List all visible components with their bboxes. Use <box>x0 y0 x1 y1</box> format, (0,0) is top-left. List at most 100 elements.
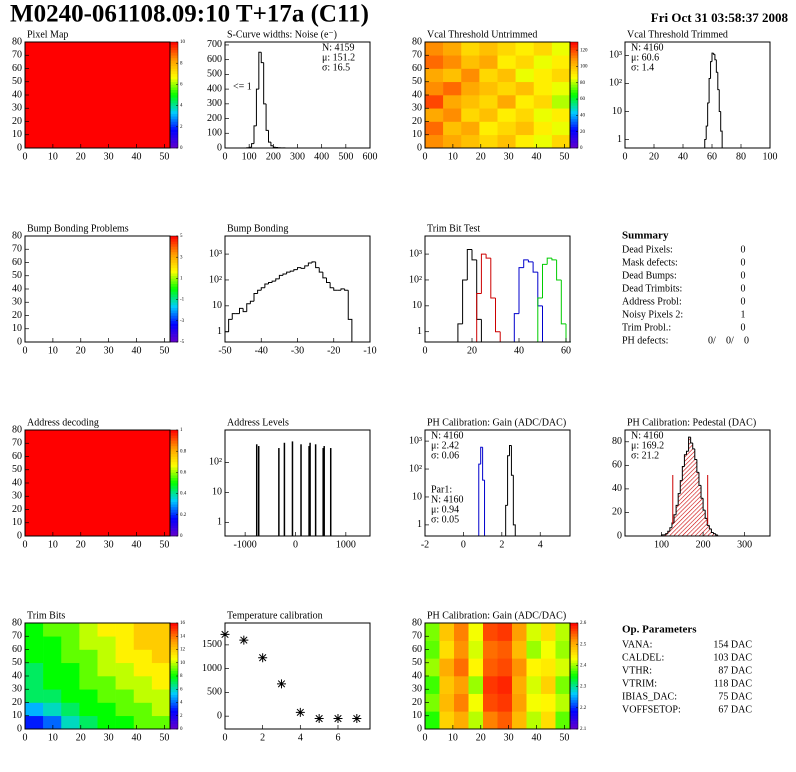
palette-step <box>170 636 178 640</box>
y-tick-label: 10³ <box>209 248 222 259</box>
bin-fill <box>661 534 664 536</box>
histogram-bin <box>242 308 247 313</box>
y-tick-label: 30 <box>12 491 22 502</box>
palette-step <box>570 116 578 120</box>
histogram-bin <box>253 292 258 302</box>
palette-step <box>570 662 578 666</box>
palette-step <box>170 273 178 277</box>
stats-text: μ: 2.42 <box>431 440 459 451</box>
x-tick-label: 60 <box>561 345 571 356</box>
y-tick-label: 80 <box>12 617 22 628</box>
plot-frame <box>224 622 371 730</box>
heatmap-cell <box>425 676 440 694</box>
palette-step <box>170 140 178 143</box>
palette-step <box>570 79 578 83</box>
bin-fill <box>692 448 695 536</box>
heatmap-cell <box>461 55 480 69</box>
stats-text: σ: 21.2 <box>631 450 659 461</box>
histogram-bin <box>307 262 312 266</box>
heatmap-cell <box>468 711 484 730</box>
x-tick-label: 40 <box>532 151 542 162</box>
bin-fill <box>669 527 672 536</box>
x-tick-label: 30 <box>104 345 114 356</box>
palette-step <box>570 142 578 146</box>
palette-step <box>170 79 178 83</box>
histogram-bin <box>718 89 721 112</box>
histogram-bin <box>251 143 254 148</box>
palette-step <box>570 623 578 626</box>
palette-step <box>170 488 178 492</box>
heatmap-cell <box>454 693 469 712</box>
palette-step <box>170 265 178 269</box>
x-tick-label: 200 <box>266 151 281 162</box>
heatmap-cell <box>115 623 135 637</box>
x-tick-label: -2 <box>421 539 429 550</box>
histogram-bin <box>263 62 267 105</box>
histogram-bin <box>556 259 562 281</box>
palette-step <box>170 145 178 149</box>
palette-step <box>570 118 578 122</box>
heatmap-cell <box>468 693 484 712</box>
histogram-bin <box>271 280 276 283</box>
palette-step <box>170 705 178 709</box>
heatmap-cell <box>555 658 571 677</box>
x-tick-label: 30 <box>504 151 514 162</box>
heatmap-cell <box>425 108 444 122</box>
palette-step <box>170 312 178 316</box>
palette-step <box>170 483 178 486</box>
palette-step <box>170 65 178 69</box>
summary-value: 0 <box>741 283 746 294</box>
heatmap-cell <box>425 81 444 96</box>
palette-step <box>570 44 578 48</box>
histogram-bin <box>692 442 695 450</box>
palette-step <box>170 506 178 510</box>
heatmap-cell <box>497 81 516 96</box>
palette-step <box>170 451 178 455</box>
x-tick-label: 2 <box>499 539 504 550</box>
op-label: VTRIM: <box>622 678 657 689</box>
histogram-bin <box>665 533 668 535</box>
histogram-bin <box>329 282 334 289</box>
y-tick-label: 500 <box>207 69 222 80</box>
histogram-bin <box>518 267 524 314</box>
palette-step <box>170 522 178 526</box>
palette-step <box>170 665 178 669</box>
x-tick-label: 20 <box>476 732 486 743</box>
palette-step <box>170 42 178 45</box>
heatmap-cell <box>97 623 116 637</box>
y-tick-label: 0 <box>417 142 422 153</box>
heatmap-cell <box>43 636 62 650</box>
palette-step <box>170 275 178 279</box>
palette-step <box>170 102 178 106</box>
heatmap-cell <box>443 134 462 149</box>
heatmap-cell <box>115 689 135 703</box>
y-tick-label: 50 <box>12 76 22 87</box>
heatmap-cell <box>43 662 62 677</box>
heatmap-cell <box>133 702 153 717</box>
palette-tick-label: 120 <box>580 48 588 53</box>
palette-step <box>170 453 178 457</box>
palette-tick-label: 20 <box>580 130 586 135</box>
histogram-bin <box>677 493 681 506</box>
palette-tick-label: 3 <box>180 255 183 260</box>
star-marker <box>295 707 305 717</box>
y-tick-label: 0 <box>17 142 22 153</box>
panel-title: Bump Bonding <box>227 223 288 234</box>
op-label: VANA: <box>622 639 652 650</box>
x-tick-label: 40 <box>132 539 142 550</box>
palette-step <box>570 673 578 677</box>
x-tick-label: 500 <box>338 151 353 162</box>
histogram-bin <box>462 279 468 324</box>
bin-fill <box>690 442 693 536</box>
heatmap-cell <box>439 658 455 677</box>
star-marker <box>239 635 249 645</box>
palette-step <box>170 289 178 292</box>
panel-title: Temperature calibration <box>227 610 323 621</box>
heatmap-cell <box>439 693 455 712</box>
palette-step <box>170 691 178 695</box>
heatmap-cell <box>515 121 535 136</box>
palette-step <box>170 336 178 340</box>
summary-label: PH defects: <box>622 335 668 346</box>
bin-fill <box>694 459 697 536</box>
x-tick-label: 0 <box>461 539 466 550</box>
